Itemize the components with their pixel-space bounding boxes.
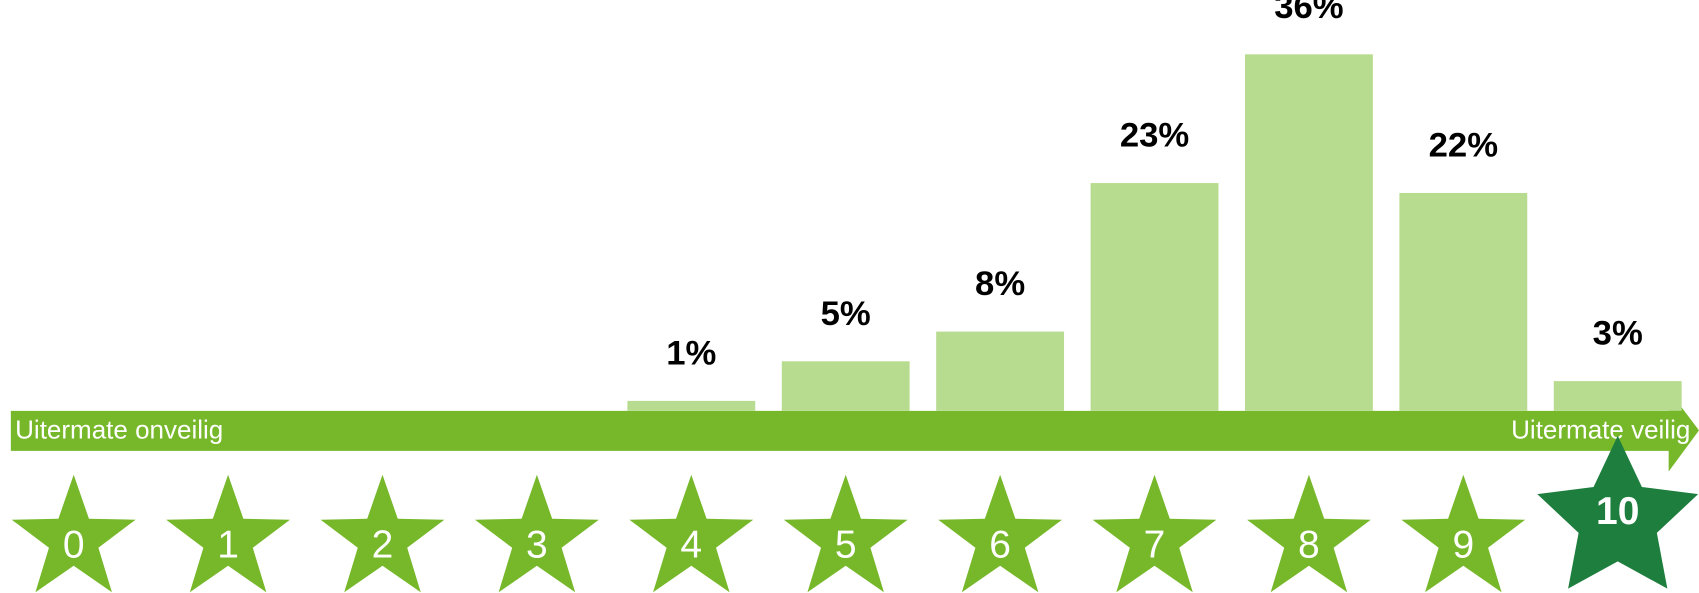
bar [1399, 192, 1528, 411]
star [475, 474, 599, 593]
star [629, 474, 754, 593]
bar [627, 400, 756, 411]
bar [1090, 183, 1219, 411]
star [11, 474, 136, 593]
value-label: 36% [1274, 0, 1343, 26]
bar [1244, 54, 1373, 411]
bar [936, 331, 1065, 411]
star [320, 474, 445, 593]
x-tick-label: 0 [63, 524, 85, 567]
x-tick-label: 5 [835, 524, 857, 567]
value-label: 5% [821, 295, 871, 333]
star [1092, 474, 1217, 593]
bar [1553, 381, 1682, 411]
scale-arrow [10, 390, 1699, 472]
star [1247, 474, 1371, 593]
arrow [10, 390, 1699, 472]
bar [781, 361, 910, 411]
star [166, 474, 290, 593]
left-label: Uitermate onveilig [15, 414, 223, 444]
x-tick-label: 1 [217, 524, 239, 567]
x-tick-label: 6 [989, 524, 1011, 567]
star [1537, 435, 1699, 589]
value-label: 3% [1593, 315, 1643, 353]
x-tick-label: 7 [1144, 524, 1166, 567]
x-tick-label: 2 [372, 524, 394, 567]
value-label: 23% [1120, 117, 1189, 155]
x-tick-label: 3 [526, 524, 548, 567]
x-tick-label: 9 [1452, 524, 1474, 567]
star [1401, 474, 1526, 593]
x-tick-label: 8 [1298, 524, 1320, 567]
value-label: 8% [975, 265, 1025, 303]
value-label: 1% [666, 335, 716, 373]
x-tick-label: 4 [680, 524, 702, 567]
star [783, 474, 908, 593]
right-label: Uitermate veilig [1511, 414, 1690, 444]
value-label: 22% [1429, 127, 1498, 165]
star [938, 474, 1062, 593]
x-tick-label: 10 [1596, 490, 1639, 533]
